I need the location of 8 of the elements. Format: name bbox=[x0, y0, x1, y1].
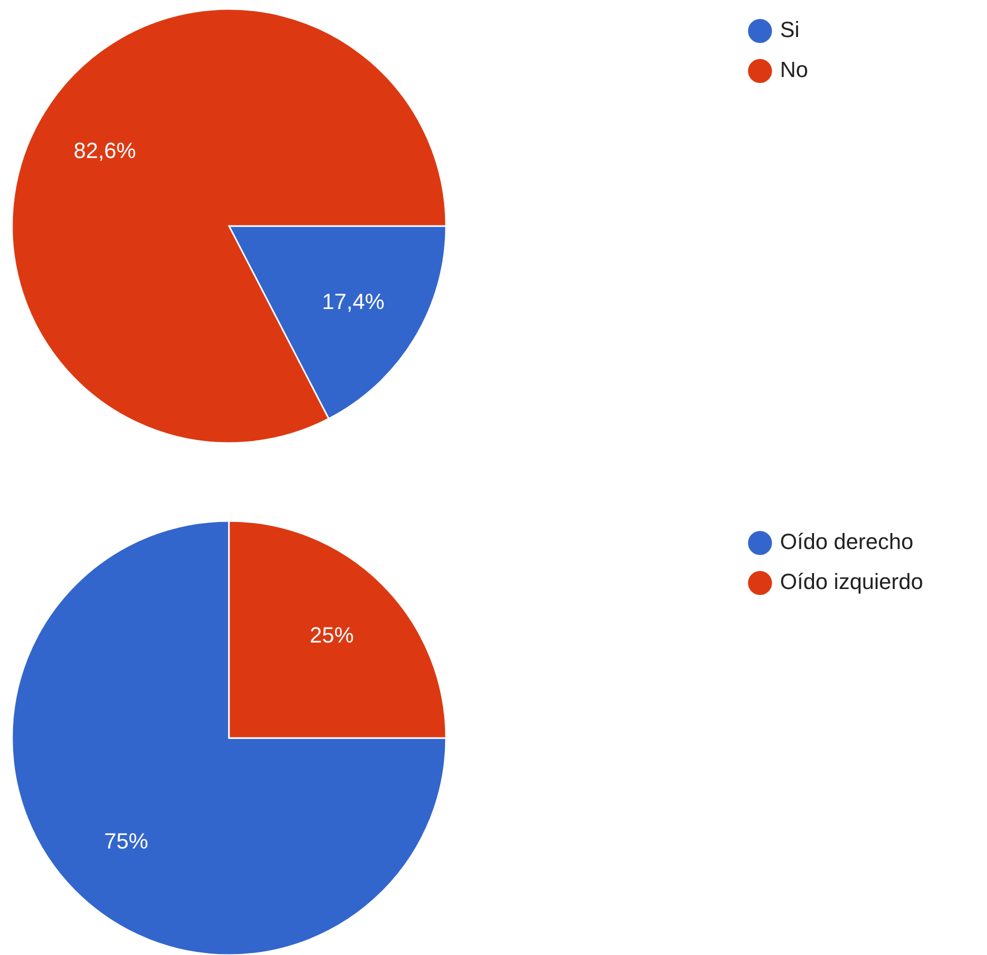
data-label: 82,6% bbox=[74, 138, 136, 163]
legend-label: Oído derecho bbox=[780, 529, 914, 554]
data-label: 17,4% bbox=[322, 289, 384, 314]
data-label: 25% bbox=[310, 622, 354, 648]
legend-label: Si bbox=[780, 17, 800, 42]
legend-label: No bbox=[780, 57, 808, 82]
legend-label: Oído izquierdo bbox=[780, 569, 924, 594]
data-label: 75% bbox=[104, 828, 148, 854]
